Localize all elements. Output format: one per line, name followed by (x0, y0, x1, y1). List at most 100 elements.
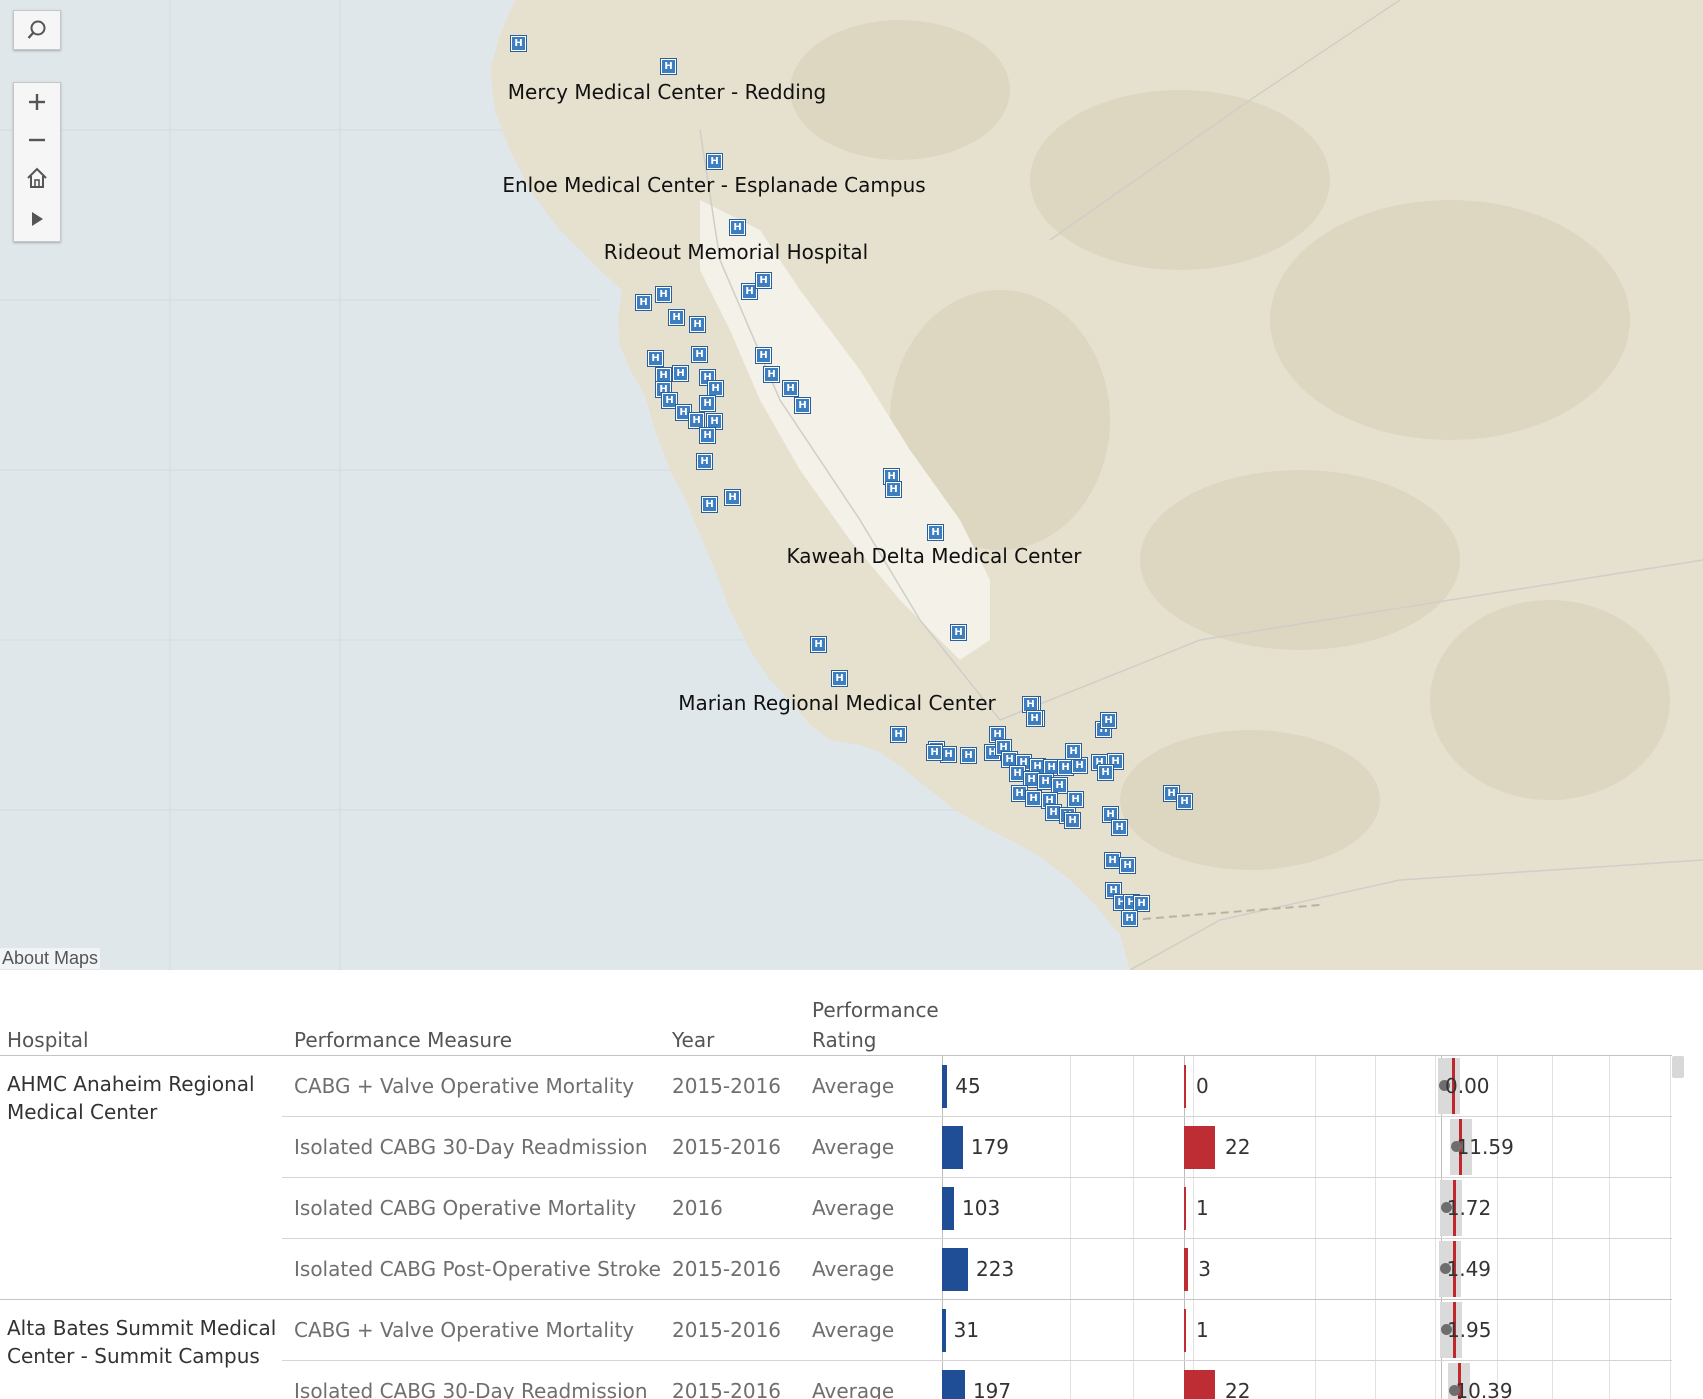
hospital-marker[interactable]: H (1111, 819, 1128, 836)
measure-cell[interactable]: Isolated CABG 30-Day Readmission (294, 1379, 648, 1399)
hospital-marker[interactable]: H (729, 219, 746, 236)
hospital-marker[interactable]: H (883, 468, 900, 485)
hospital-marker[interactable]: H (989, 726, 1006, 743)
zoom-out-button[interactable] (14, 121, 60, 159)
hospital-marker[interactable]: H (1097, 764, 1114, 781)
hospital-marker[interactable]: H (1009, 765, 1026, 782)
events-bar[interactable] (1184, 1370, 1215, 1399)
hospital-marker[interactable]: H (1065, 743, 1082, 760)
hospital-marker[interactable]: H (699, 395, 716, 412)
hospital-marker[interactable]: H (810, 636, 827, 653)
hospital-marker[interactable]: H (755, 347, 772, 364)
hospital-marker[interactable]: H (1176, 793, 1193, 810)
cases-bar[interactable] (942, 1065, 948, 1108)
hospital-marker[interactable]: H (763, 366, 780, 383)
hospital-marker[interactable]: H (707, 380, 724, 397)
header-year[interactable]: Year (672, 1028, 715, 1052)
map-search-button[interactable] (14, 11, 60, 49)
hospital-marker[interactable]: H (1023, 771, 1040, 788)
rate-point[interactable] (1440, 1324, 1452, 1335)
about-maps-link[interactable]: About Maps (0, 948, 101, 969)
map-label-marian[interactable]: Marian Regional Medical Center (678, 691, 996, 715)
rate-point[interactable] (1450, 1141, 1462, 1152)
events-bar[interactable] (1184, 1126, 1215, 1169)
hospital-marker[interactable]: H (1119, 857, 1136, 874)
rate-point[interactable] (1439, 1080, 1450, 1091)
hospital-marker[interactable]: H (706, 153, 723, 170)
cases-bar[interactable] (942, 1187, 954, 1230)
map-label-mercy[interactable]: Mercy Medical Center - Redding (507, 80, 827, 104)
hospital-marker[interactable]: H (927, 524, 944, 541)
hospital-marker[interactable]: H (696, 453, 713, 470)
hospital-marker[interactable]: H (1064, 812, 1081, 829)
hospital-marker[interactable]: H (741, 283, 758, 300)
table-scrollbar[interactable] (1672, 1056, 1684, 1078)
map-label-kaweah[interactable]: Kaweah Delta Medical Center (786, 544, 1082, 568)
cases-bar[interactable] (942, 1370, 965, 1399)
hospital-marker[interactable]: H (1067, 791, 1084, 808)
hospital-marker[interactable]: H (647, 350, 664, 367)
cases-bar[interactable] (942, 1126, 963, 1169)
hospital-marker[interactable]: H (701, 496, 718, 513)
hospital-marker[interactable]: H (1104, 852, 1121, 869)
hospital-marker[interactable]: H (794, 397, 811, 414)
hospital-marker[interactable]: H (831, 670, 848, 687)
hospital-marker[interactable]: H (782, 380, 799, 397)
hospital-marker[interactable]: H (755, 272, 772, 289)
hospital-marker[interactable]: H (724, 489, 741, 506)
reset-map-button[interactable] (14, 159, 60, 197)
hospital-marker[interactable]: H (1045, 804, 1062, 821)
hospital-marker[interactable]: H (661, 392, 678, 409)
hospital-name[interactable]: Alta Bates Summit Medical Center - Summi… (7, 1316, 277, 1368)
hospital-marker[interactable]: H (655, 286, 672, 303)
hospital-marker[interactable]: H (689, 316, 706, 333)
rate-point[interactable] (1449, 1385, 1461, 1396)
hospital-marker[interactable]: H (635, 294, 652, 311)
zoom-in-button[interactable] (14, 83, 60, 121)
cases-bar[interactable] (942, 1309, 946, 1352)
hospital-marker[interactable]: H (691, 346, 708, 363)
hospital-marker[interactable]: H (688, 412, 705, 429)
hospital-marker[interactable]: H (1100, 712, 1117, 729)
hospital-marker[interactable]: H (672, 365, 689, 382)
hospital-marker[interactable]: H (1043, 759, 1060, 776)
hospital-marker[interactable]: H (706, 413, 723, 430)
hospital-marker[interactable]: H (1025, 790, 1042, 807)
hospital-marker[interactable]: H (675, 404, 692, 421)
hospital-marker[interactable]: H (950, 624, 967, 641)
hospital-marker[interactable]: H (1071, 757, 1088, 774)
events-bar[interactable] (1184, 1309, 1186, 1352)
hospital-marker[interactable]: H (510, 35, 527, 52)
header-hospital[interactable]: Hospital (7, 1028, 89, 1052)
hospital-marker[interactable]: H (1026, 710, 1043, 727)
hospital-marker[interactable]: H (1037, 773, 1054, 790)
measure-cell[interactable]: Isolated CABG Post-Operative Stroke (294, 1257, 661, 1281)
hospital-marker[interactable]: H (1105, 882, 1122, 899)
hospital-marker[interactable]: H (1001, 751, 1018, 768)
rate-point[interactable] (1440, 1202, 1452, 1213)
hospital-marker[interactable]: H (655, 367, 672, 384)
hospital-marker[interactable]: H (926, 744, 943, 761)
events-bar[interactable] (1184, 1187, 1186, 1230)
map-label-enloe[interactable]: Enloe Medical Center - Esplanade Campus (502, 173, 926, 197)
measure-cell[interactable]: CABG + Valve Operative Mortality (294, 1074, 635, 1098)
measure-cell[interactable]: Isolated CABG 30-Day Readmission (294, 1135, 648, 1159)
measure-cell[interactable]: CABG + Valve Operative Mortality (294, 1318, 635, 1342)
map-label-rideout[interactable]: Rideout Memorial Hospital (603, 240, 869, 264)
hospital-marker[interactable]: H (1102, 806, 1119, 823)
cases-bar[interactable] (942, 1248, 968, 1291)
hospital-marker[interactable]: H (668, 309, 685, 326)
hospital-marker[interactable]: H (960, 747, 977, 764)
header-performance-rating[interactable]: Performance Rating (812, 995, 939, 1055)
hospital-name[interactable]: AHMC Anaheim Regional Medical Center (7, 1072, 255, 1124)
hospital-marker[interactable]: H (1163, 785, 1180, 802)
events-bar[interactable] (1184, 1248, 1189, 1291)
expand-toolbar-button[interactable] (14, 197, 60, 241)
hospital-map[interactable]: H H H H H H H H H H H H H H H H H H H H … (0, 0, 1703, 970)
hospital-marker[interactable]: H (1011, 785, 1028, 802)
hospital-marker[interactable]: H (1057, 759, 1074, 776)
hospital-marker[interactable]: H (940, 746, 957, 763)
rate-point[interactable] (1440, 1263, 1452, 1274)
hospital-marker[interactable]: H (890, 726, 907, 743)
measure-cell[interactable]: Isolated CABG Operative Mortality (294, 1196, 637, 1220)
